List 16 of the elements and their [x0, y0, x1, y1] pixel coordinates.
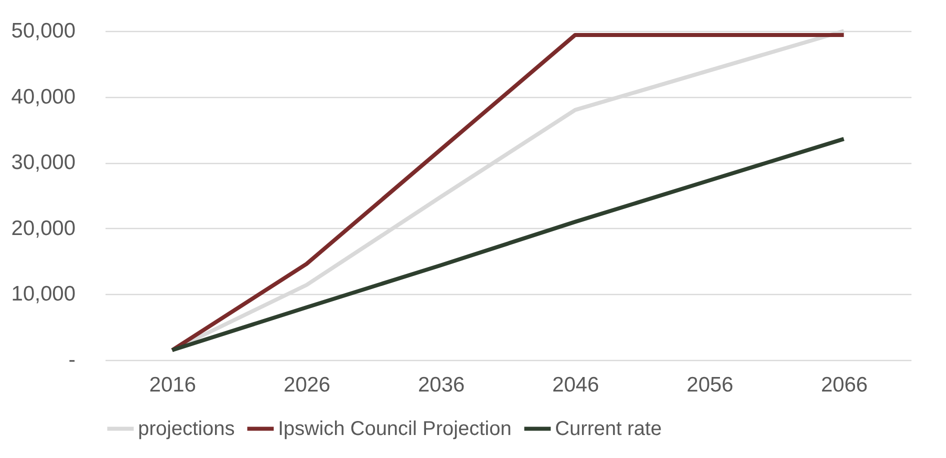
- legend-label: projections: [138, 418, 235, 440]
- x-tick-label: 2016: [149, 374, 196, 396]
- y-tick-label: -: [68, 348, 76, 372]
- y-tick-label: 20,000: [11, 216, 76, 240]
- x-tick-label: 2066: [820, 374, 868, 396]
- y-tick-label: 40,000: [11, 85, 76, 108]
- legend-label: Ipswich Council Projection: [278, 418, 512, 440]
- y-tick-label: 10,000: [11, 282, 76, 306]
- legend-label: Current rate: [555, 418, 662, 440]
- y-tick-label: 30,000: [11, 151, 76, 174]
- x-tick-label: 2046: [552, 374, 600, 396]
- x-tick-label: 2026: [284, 374, 330, 396]
- x-tick-label: 2056: [686, 374, 734, 396]
- y-tick-label: 50,000: [11, 20, 76, 42]
- x-tick-label: 2036: [418, 374, 465, 396]
- line-series: [170, 136, 846, 352]
